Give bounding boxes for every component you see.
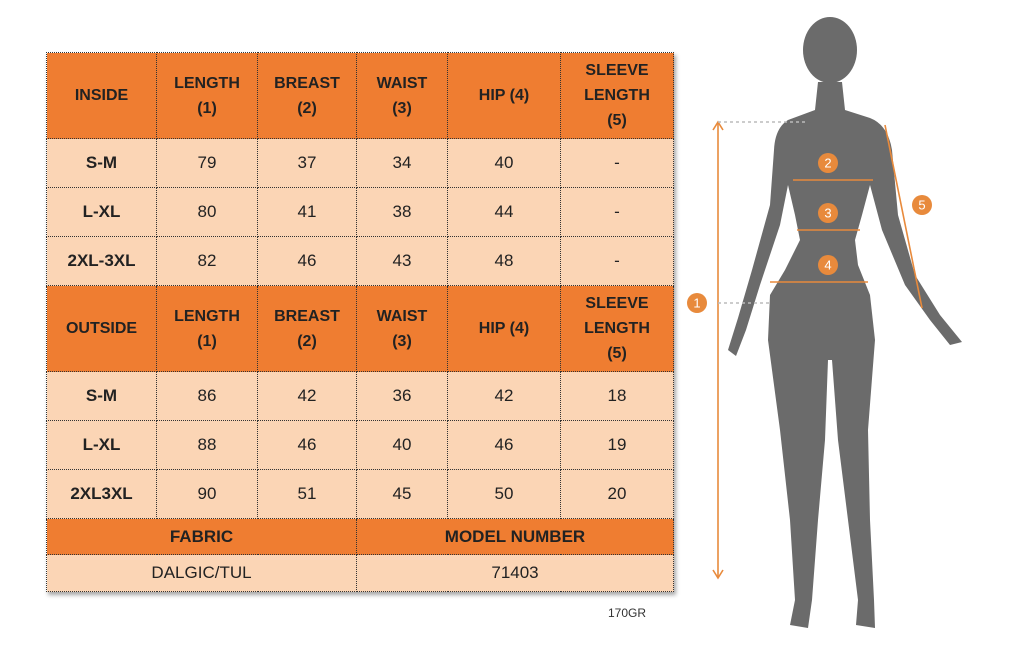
size-cell: S-M — [46, 138, 157, 188]
size-row: L-XL 88 46 40 46 19 — [46, 420, 674, 470]
footer-header-row: FABRIC MODEL NUMBER — [46, 518, 674, 555]
size-cell: 40 — [447, 138, 561, 188]
size-cell: 50 — [447, 469, 561, 519]
header-cell: BREAST (2) — [257, 52, 357, 139]
size-cell: 37 — [257, 138, 357, 188]
marker-label: 3 — [824, 206, 831, 221]
size-cell: 38 — [356, 187, 448, 237]
marker-label: 5 — [918, 198, 925, 213]
size-cell: 2XL3XL — [46, 469, 157, 519]
header-row: OUTSIDE LENGTH (1) BREAST (2) WAIST (3) HIP … — [46, 285, 674, 372]
size-cell: 46 — [257, 236, 357, 286]
size-cell: 86 — [156, 371, 258, 421]
size-cell: 90 — [156, 469, 258, 519]
header-cell: BREAST (2) — [257, 285, 357, 372]
size-cell: 46 — [447, 420, 561, 470]
size-cell: - — [560, 138, 674, 188]
markers: 1 2 3 4 5 — [687, 153, 932, 313]
header-cell: SLEEVE LENGTH (5) — [560, 52, 674, 139]
header-cell: LENGTH (1) — [156, 285, 258, 372]
measure-lines — [712, 120, 923, 580]
size-cell: - — [560, 236, 674, 286]
footer-cell: 71403 — [356, 554, 674, 592]
size-cell: 51 — [257, 469, 357, 519]
header-cell: HIP (4) — [447, 285, 561, 372]
marker-circle — [818, 153, 838, 173]
marker-circle — [912, 195, 932, 215]
size-table: INSIDE LENGTH (1) BREAST (2) WAIST (3) HIP (… — [46, 52, 674, 592]
size-cell: 42 — [447, 371, 561, 421]
silhouette — [728, 17, 962, 628]
size-row: 2XL-3XL 82 46 43 48- — [46, 236, 674, 286]
size-cell: 48 — [447, 236, 561, 286]
size-cell: 45 — [356, 469, 448, 519]
header-cell: INSIDE — [46, 52, 157, 139]
size-cell: 40 — [356, 420, 448, 470]
marker-circle — [818, 203, 838, 223]
marker-circle — [687, 293, 707, 313]
size-cell: L-XL — [46, 420, 157, 470]
marker-circle — [818, 255, 838, 275]
marker-label: 2 — [824, 156, 831, 171]
footer-row: DALGIC/TUL 71403 — [46, 554, 674, 592]
size-cell: 44 — [447, 187, 561, 237]
size-cell: - — [560, 187, 674, 237]
size-cell: 36 — [356, 371, 448, 421]
marker-label: 4 — [824, 258, 831, 273]
size-cell: 19 — [560, 420, 674, 470]
weight-label: 170GR — [608, 606, 647, 620]
footer-cell: DALGIC/TUL — [46, 554, 357, 592]
header-cell: WAIST (3) — [356, 52, 448, 139]
size-cell: 42 — [257, 371, 357, 421]
marker-label: 1 — [693, 296, 700, 311]
size-cell: L-XL — [46, 187, 157, 237]
size-cell: 18 — [560, 371, 674, 421]
size-cell: 43 — [356, 236, 448, 286]
size-cell: 80 — [156, 187, 258, 237]
size-cell: S-M — [46, 371, 157, 421]
size-cell: 2XL-3XL — [46, 236, 157, 286]
size-row: S-M 86 42 36 42 18 — [46, 371, 674, 421]
size-cell: 46 — [257, 420, 357, 470]
header-cell: OUTSIDE — [46, 285, 157, 372]
size-row: 2XL3XL 90 51 45 50 20 — [46, 469, 674, 519]
size-row: L-XL 80 41 38 44- — [46, 187, 674, 237]
header-row: INSIDE LENGTH (1) BREAST (2) WAIST (3) HIP (… — [46, 52, 674, 139]
size-row: S-M 79 37 34 40- — [46, 138, 674, 188]
